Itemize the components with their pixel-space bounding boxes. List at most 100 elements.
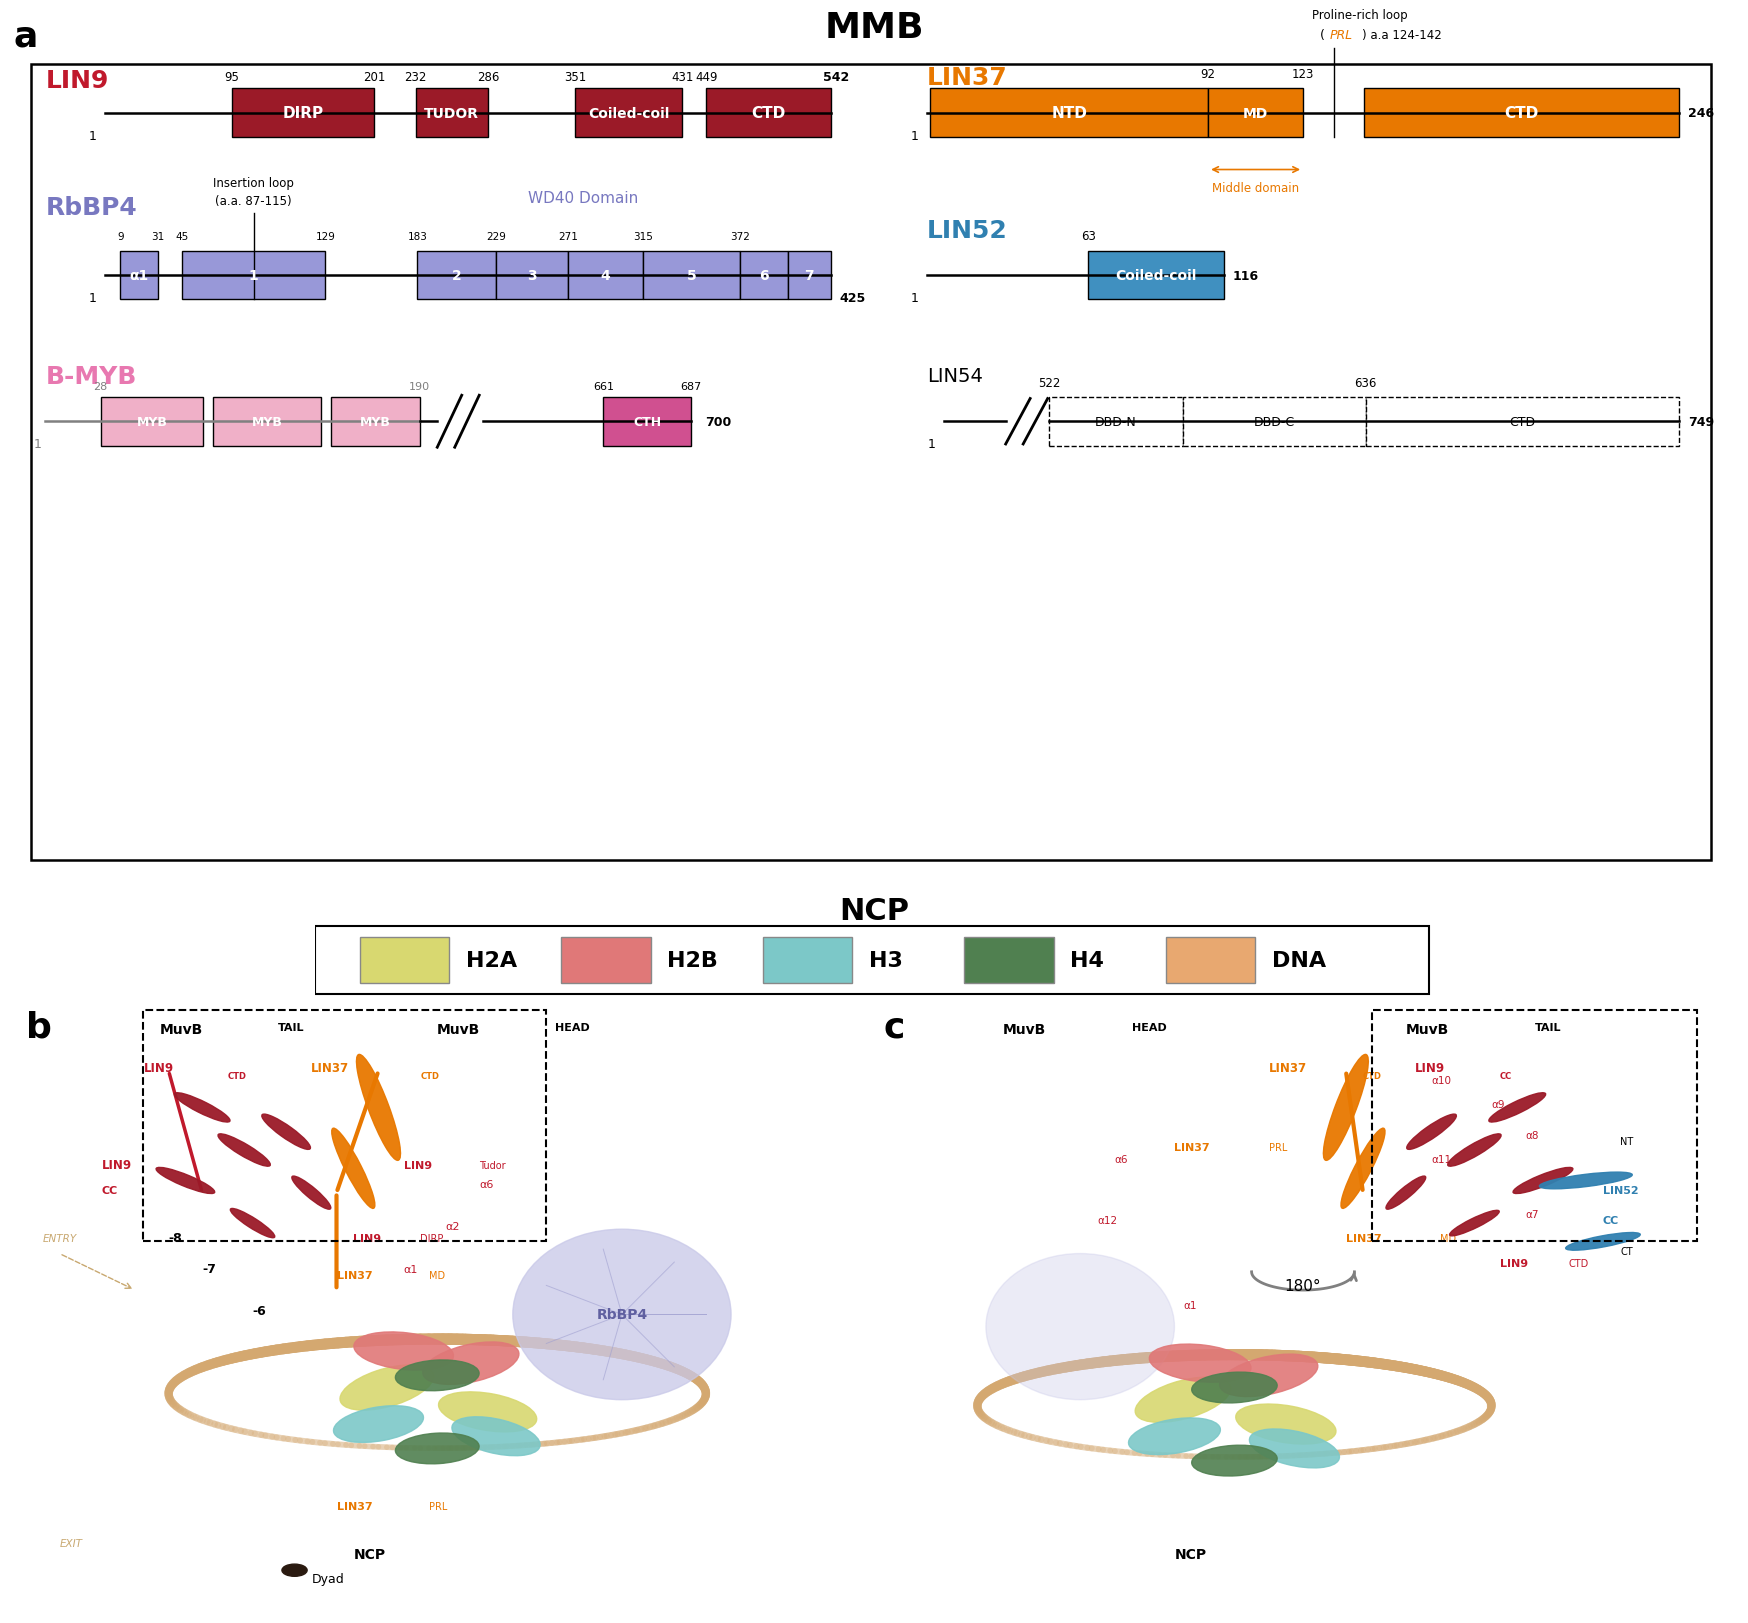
- Text: α2: α2: [446, 1222, 460, 1232]
- Text: LIN37: LIN37: [1267, 1061, 1306, 1074]
- Text: MD: MD: [428, 1271, 444, 1281]
- Text: 1: 1: [909, 292, 918, 305]
- Text: 1: 1: [248, 269, 259, 282]
- Bar: [603, 398, 690, 446]
- Bar: [416, 89, 488, 138]
- Text: α9: α9: [1491, 1100, 1505, 1110]
- Bar: [1363, 89, 1678, 138]
- Bar: [1164, 938, 1255, 984]
- Text: α6: α6: [1113, 1154, 1127, 1164]
- Text: 1: 1: [87, 130, 96, 143]
- Ellipse shape: [1248, 1430, 1339, 1467]
- Text: α10: α10: [1430, 1076, 1451, 1086]
- Text: NCP: NCP: [353, 1547, 385, 1561]
- Text: DIRP: DIRP: [420, 1233, 444, 1243]
- Text: MD: MD: [1243, 107, 1267, 120]
- Text: 9: 9: [117, 232, 124, 242]
- Text: CTD: CTD: [227, 1071, 246, 1081]
- Ellipse shape: [1564, 1233, 1640, 1250]
- Bar: [31, 65, 1710, 860]
- Text: NCP: NCP: [839, 896, 909, 925]
- Text: 28: 28: [93, 381, 108, 391]
- Bar: [963, 938, 1052, 984]
- Bar: [739, 252, 788, 300]
- Text: 3: 3: [526, 269, 537, 282]
- Ellipse shape: [1148, 1344, 1250, 1383]
- Text: 431: 431: [671, 71, 692, 84]
- Text: B-MYB: B-MYB: [45, 365, 136, 388]
- Text: CTD: CTD: [1362, 1071, 1381, 1081]
- Bar: [121, 252, 157, 300]
- Text: 351: 351: [563, 71, 586, 84]
- Ellipse shape: [262, 1115, 311, 1149]
- Text: H3: H3: [869, 951, 902, 971]
- Bar: [232, 89, 374, 138]
- Text: HEAD: HEAD: [1131, 1022, 1166, 1032]
- Text: MuvB: MuvB: [437, 1022, 481, 1037]
- Bar: [1182, 398, 1365, 446]
- Ellipse shape: [334, 1406, 423, 1443]
- Text: -6: -6: [252, 1305, 266, 1318]
- Text: MuvB: MuvB: [161, 1022, 203, 1037]
- Ellipse shape: [1190, 1373, 1276, 1402]
- Text: CT: CT: [1619, 1246, 1633, 1256]
- Ellipse shape: [1488, 1092, 1545, 1123]
- Text: 1: 1: [926, 438, 935, 451]
- Text: 449: 449: [694, 71, 717, 84]
- Ellipse shape: [175, 1092, 231, 1123]
- Text: 123: 123: [1292, 68, 1313, 81]
- Text: CTD: CTD: [1503, 105, 1538, 122]
- Text: c: c: [883, 1010, 904, 1044]
- Text: 749: 749: [1687, 415, 1713, 428]
- Text: ENTRY: ENTRY: [42, 1233, 77, 1243]
- Text: NTD: NTD: [1051, 105, 1087, 122]
- Bar: [101, 398, 203, 446]
- Ellipse shape: [1405, 1115, 1456, 1149]
- Text: 180°: 180°: [1285, 1279, 1320, 1294]
- Text: 7: 7: [804, 269, 815, 282]
- Text: 425: 425: [839, 292, 865, 305]
- Text: H2B: H2B: [668, 951, 718, 971]
- Text: 5: 5: [687, 269, 696, 282]
- Bar: [561, 938, 650, 984]
- Bar: [1365, 398, 1678, 446]
- Text: -8: -8: [168, 1232, 182, 1245]
- Bar: [496, 252, 568, 300]
- Text: CTD: CTD: [1568, 1258, 1587, 1268]
- Text: 661: 661: [593, 381, 614, 391]
- Bar: [706, 89, 830, 138]
- Ellipse shape: [1127, 1419, 1220, 1454]
- Text: 286: 286: [477, 71, 498, 84]
- Text: CC: CC: [101, 1185, 117, 1195]
- Ellipse shape: [231, 1209, 274, 1238]
- Text: 271: 271: [558, 232, 577, 242]
- Ellipse shape: [1134, 1378, 1231, 1422]
- Bar: [930, 89, 1208, 138]
- Bar: [788, 252, 830, 300]
- Bar: [643, 252, 739, 300]
- Text: α6: α6: [479, 1178, 493, 1188]
- Text: α11: α11: [1430, 1154, 1451, 1164]
- Text: a: a: [14, 19, 38, 54]
- Text: α7: α7: [1524, 1209, 1538, 1219]
- Text: LIN37: LIN37: [926, 67, 1007, 89]
- Text: DBD-N: DBD-N: [1094, 415, 1136, 428]
- Text: MMB: MMB: [825, 11, 923, 45]
- Text: PRL: PRL: [428, 1501, 447, 1511]
- Text: EXIT: EXIT: [59, 1539, 82, 1548]
- Text: MYB: MYB: [252, 415, 283, 428]
- Bar: [330, 398, 420, 446]
- Text: DBD-C: DBD-C: [1253, 415, 1294, 428]
- Bar: [418, 252, 496, 300]
- Ellipse shape: [1449, 1211, 1498, 1237]
- Text: CTD: CTD: [752, 105, 785, 122]
- Text: CTD: CTD: [1509, 415, 1535, 428]
- Text: MuvB: MuvB: [1405, 1022, 1449, 1037]
- Bar: [1049, 398, 1182, 446]
- Bar: [568, 252, 643, 300]
- Ellipse shape: [292, 1177, 330, 1209]
- Ellipse shape: [332, 1128, 374, 1209]
- Ellipse shape: [395, 1433, 479, 1464]
- Text: H2A: H2A: [465, 951, 517, 971]
- Text: 246: 246: [1687, 107, 1713, 120]
